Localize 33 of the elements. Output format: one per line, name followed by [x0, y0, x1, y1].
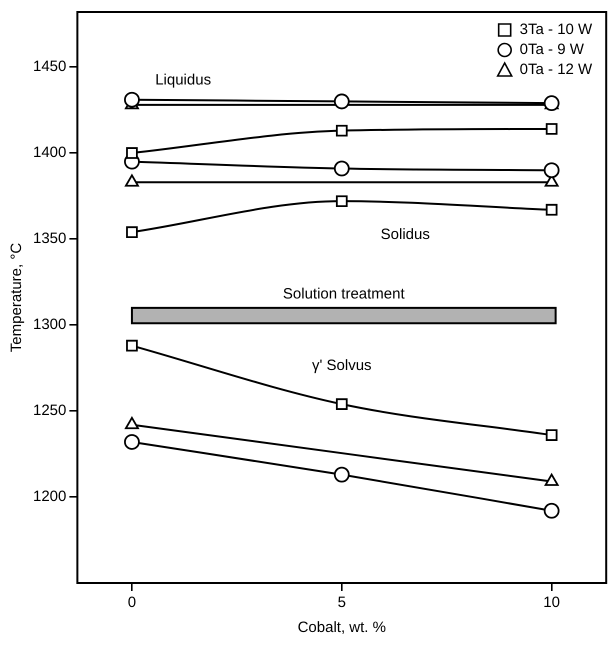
y-tick-label: 1250: [32, 402, 66, 420]
annotation: γ' Solvus: [312, 357, 372, 374]
y-tick-label: 1300: [32, 316, 66, 334]
point: [546, 123, 558, 135]
point: [126, 226, 138, 238]
x-tick-label: 10: [543, 594, 560, 612]
point: [544, 502, 560, 519]
point: [336, 195, 348, 208]
point: [334, 94, 350, 110]
annotation: Liquidus: [155, 72, 212, 89]
x-tick-label: 0: [128, 594, 136, 612]
point: [546, 204, 558, 216]
legend-label: 3Ta - 10 W: [520, 21, 594, 38]
legend-label: 0Ta - 9 W: [520, 41, 585, 58]
point: [546, 429, 558, 441]
annotation: Solidus: [380, 226, 430, 243]
point: [336, 124, 348, 137]
y-tick-label: 1350: [32, 230, 66, 248]
point: [126, 147, 138, 159]
legend-label: 0Ta - 12 W: [520, 61, 594, 78]
y-tick-label: 1200: [32, 488, 66, 506]
point: [126, 340, 138, 352]
point: [334, 160, 350, 176]
y-tick-label: 1450: [32, 58, 66, 76]
point: [336, 398, 348, 410]
x-tick-label: 5: [338, 594, 346, 612]
point: [334, 466, 350, 483]
x-axis-title: Cobalt, wt. %: [298, 619, 386, 636]
y-axis-title: Temperature, °C: [8, 242, 26, 352]
point: [124, 434, 140, 450]
y-tick-label: 1400: [32, 144, 66, 162]
band-label: Solution treatment: [282, 285, 406, 302]
point: [544, 162, 560, 178]
